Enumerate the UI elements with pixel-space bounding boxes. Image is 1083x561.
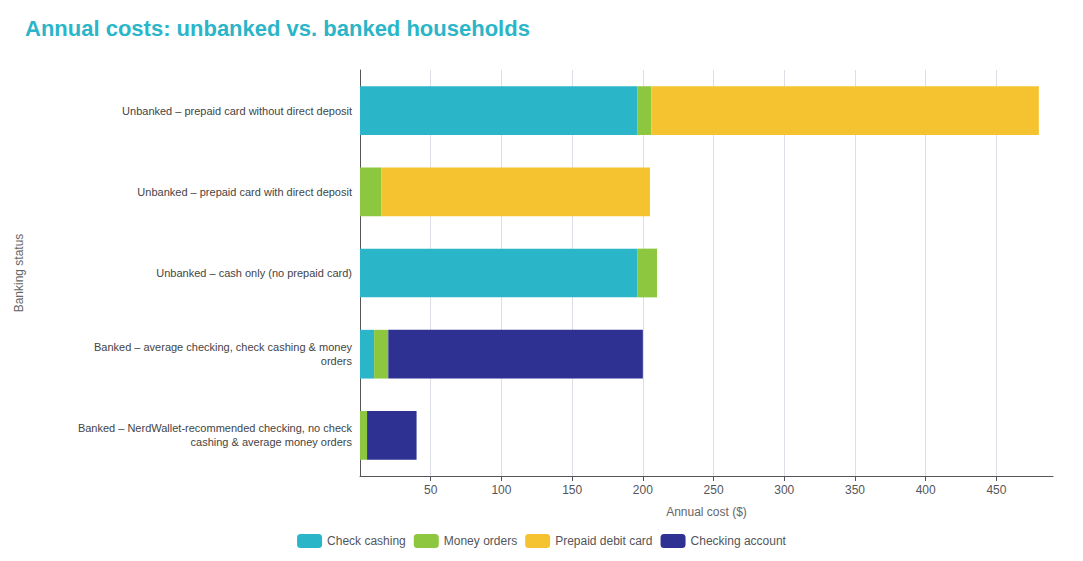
- svg-text:250: 250: [704, 483, 724, 497]
- svg-text:150: 150: [562, 483, 582, 497]
- svg-text:Money orders: Money orders: [444, 534, 517, 548]
- svg-text:Banked – average checking, che: Banked – average checking, check cashing…: [94, 341, 353, 353]
- svg-text:Unbanked – cash only (no prepa: Unbanked – cash only (no prepaid card): [156, 267, 352, 279]
- svg-text:Check cashing: Check cashing: [327, 534, 406, 548]
- svg-text:300: 300: [774, 483, 794, 497]
- svg-text:orders: orders: [321, 355, 353, 367]
- svg-text:200: 200: [633, 483, 653, 497]
- svg-text:Banked – NerdWallet-recommende: Banked – NerdWallet-recommended checking…: [78, 422, 353, 434]
- svg-text:Unbanked – prepaid card with d: Unbanked – prepaid card with direct depo…: [137, 186, 352, 198]
- svg-text:450: 450: [986, 483, 1006, 497]
- svg-text:Unbanked – prepaid card withou: Unbanked – prepaid card without direct d…: [122, 105, 352, 117]
- svg-text:Banking status: Banking status: [12, 234, 26, 313]
- svg-text:Prepaid debit card: Prepaid debit card: [555, 534, 652, 548]
- svg-text:400: 400: [916, 483, 936, 497]
- svg-text:Annual costs: unbanked vs. ban: Annual costs: unbanked vs. banked househ…: [25, 16, 530, 41]
- svg-text:50: 50: [424, 483, 438, 497]
- svg-text:350: 350: [845, 483, 865, 497]
- svg-text:100: 100: [491, 483, 511, 497]
- svg-text:Annual cost ($): Annual cost ($): [666, 505, 747, 519]
- svg-text:cashing & average money orders: cashing & average money orders: [191, 436, 353, 448]
- svg-text:Checking account: Checking account: [691, 534, 787, 548]
